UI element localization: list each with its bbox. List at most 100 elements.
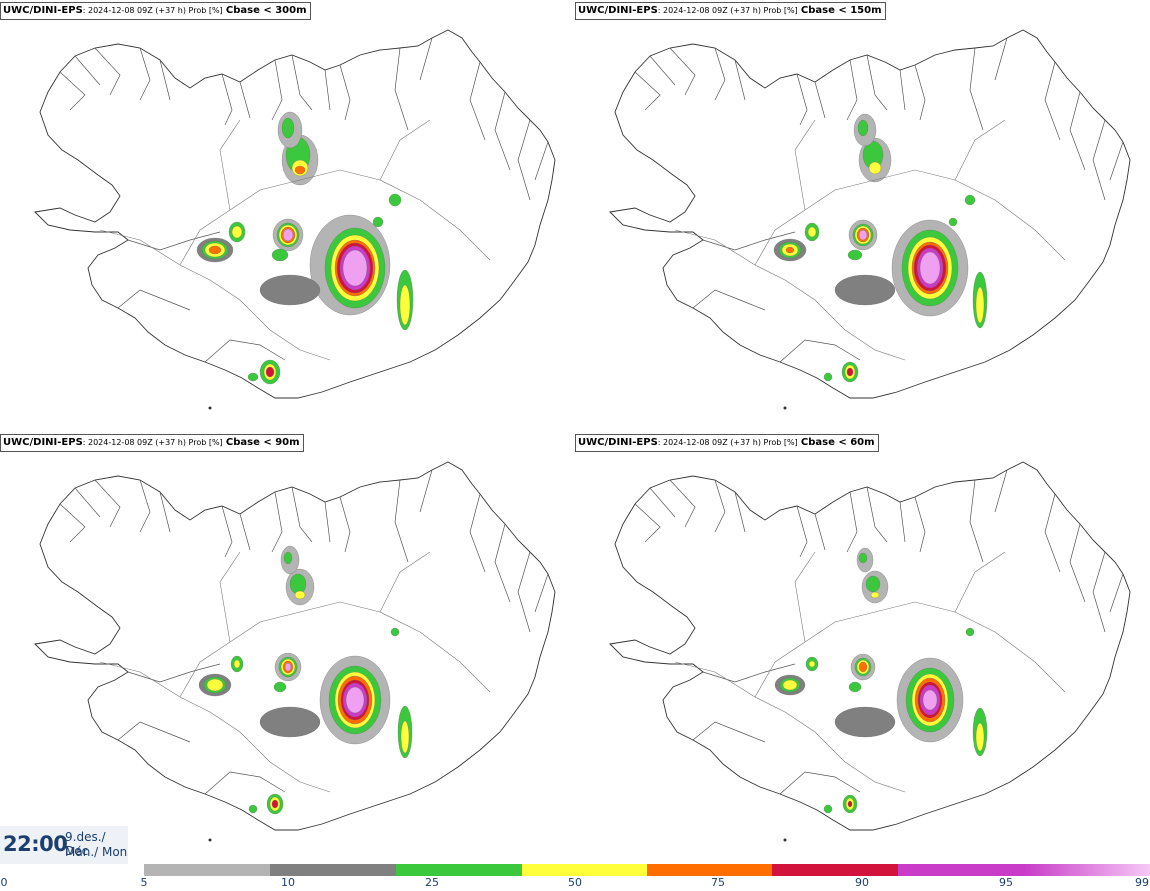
fjord-line [324, 64, 351, 121]
island-dot [783, 406, 787, 410]
colorbar-tick: 50 [568, 876, 582, 889]
probability-area [858, 552, 868, 564]
fjord-line [517, 551, 549, 633]
colorbar-tick: 5 [140, 876, 148, 889]
valid-time-box: 22:00 9.des./ Dec Mán./ Mon [0, 826, 128, 864]
colorbar-tick: 90 [855, 876, 869, 889]
map-panel-60m: UWC/DINI-EPS: 2024-12-08 09Z (+37 h) Pro… [575, 432, 1150, 862]
colorbar-segment [772, 864, 899, 876]
island-dot [208, 838, 212, 842]
fjord-line [1044, 493, 1086, 603]
iceland-map [609, 461, 1131, 842]
probability-area [247, 372, 259, 382]
probability-area [294, 590, 306, 600]
probability-area [964, 194, 976, 206]
fjord-line [1044, 61, 1086, 171]
fjord-line [969, 469, 1008, 563]
probability-area [948, 217, 958, 227]
probability-area [281, 117, 295, 139]
colorbar-segment [395, 864, 522, 876]
probability-area [865, 575, 881, 593]
fjord-line [204, 339, 286, 363]
colorbar-tick: 0 [0, 876, 8, 889]
run-info: : 2024-12-08 09Z (+37 h) Prob [%] [82, 6, 223, 15]
fjord-line [394, 469, 433, 563]
coastline [34, 29, 556, 399]
map-panel-90m: UWC/DINI-EPS: 2024-12-08 09Z (+37 h) Pro… [0, 432, 575, 862]
coastline [609, 461, 1131, 831]
fjord-line [702, 231, 796, 251]
fjord-line [517, 119, 549, 201]
fjord-line [692, 721, 766, 743]
model-name: UWC/DINI-EPS [3, 5, 83, 16]
probability-area [808, 660, 816, 668]
fjord-line [714, 479, 746, 533]
fjord-line [139, 47, 171, 101]
iceland-map [609, 29, 1131, 410]
fjord-line [271, 54, 313, 121]
variable-name: Cbase < 60m [800, 437, 875, 448]
panel-title: UWC/DINI-EPS: 2024-12-08 09Z (+37 h) Pro… [575, 2, 886, 20]
probability-area [233, 659, 241, 669]
fjord-line [324, 496, 351, 553]
valid-date-line1: 9.des./ Dec [65, 830, 106, 858]
fjord-line [221, 505, 251, 558]
valid-date-line2: Mán./ Mon [65, 845, 128, 859]
colorbar-tick: 10 [281, 876, 295, 889]
colorbar-segment [898, 864, 1025, 876]
panel-title: UWC/DINI-EPS: 2024-12-08 09Z (+37 h) Pro… [0, 2, 311, 20]
variable-name: Cbase < 90m [225, 437, 300, 448]
fjord-line [692, 289, 766, 311]
probability-area [922, 689, 938, 711]
probability-area [834, 706, 896, 738]
fjord-line [969, 37, 1008, 131]
probability-area [857, 119, 869, 137]
probability-area [282, 228, 294, 242]
fjord-line [846, 486, 888, 553]
variable-name: Cbase < 150m [800, 5, 882, 16]
probability-area [206, 678, 224, 692]
map-content [34, 29, 556, 410]
colorbar-tick: 99 [1135, 876, 1149, 889]
fjord-line [117, 721, 191, 743]
probability-area [372, 216, 384, 228]
fjord-line [204, 771, 286, 795]
model-name: UWC/DINI-EPS [578, 5, 658, 16]
colorbar-segment [521, 864, 647, 876]
probability-area [823, 804, 833, 814]
probability-area [259, 706, 321, 738]
fjord-line [796, 73, 826, 126]
colorbar-tick: 95 [999, 876, 1013, 889]
map-content [34, 461, 556, 842]
fjord-line [117, 289, 191, 311]
probability-area [208, 245, 222, 255]
run-info: : 2024-12-08 09Z (+37 h) Prob [%] [82, 438, 223, 447]
fjord-line [127, 663, 221, 683]
fjord-line [779, 771, 861, 795]
probability-area [283, 551, 293, 565]
probability-area [858, 229, 868, 241]
run-info: : 2024-12-08 09Z (+37 h) Prob [%] [657, 438, 798, 447]
probability-area [858, 661, 868, 673]
probability-area [265, 366, 275, 378]
panel-title: UWC/DINI-EPS: 2024-12-08 09Z (+37 h) Pro… [0, 434, 304, 452]
probability-area [345, 686, 365, 714]
road-lines [99, 119, 491, 361]
fjord-line [59, 479, 121, 543]
map-panel-300m: UWC/DINI-EPS: 2024-12-08 09Z (+37 h) Pro… [0, 0, 575, 430]
island-dot [208, 406, 212, 410]
iceland-map [34, 461, 556, 842]
probability-area [807, 226, 817, 238]
panel-title: UWC/DINI-EPS: 2024-12-08 09Z (+37 h) Pro… [575, 434, 879, 452]
probability-area [847, 249, 863, 261]
probability-area [868, 161, 882, 175]
fjord-line [394, 37, 433, 131]
colorbar-segment [647, 864, 773, 876]
probability-area [284, 662, 292, 672]
probability-area [782, 679, 798, 691]
variable-name: Cbase < 300m [225, 5, 307, 16]
coastline [34, 461, 556, 831]
fjord-line [702, 663, 796, 683]
probability-area [399, 284, 411, 326]
road-lines [674, 119, 1066, 361]
